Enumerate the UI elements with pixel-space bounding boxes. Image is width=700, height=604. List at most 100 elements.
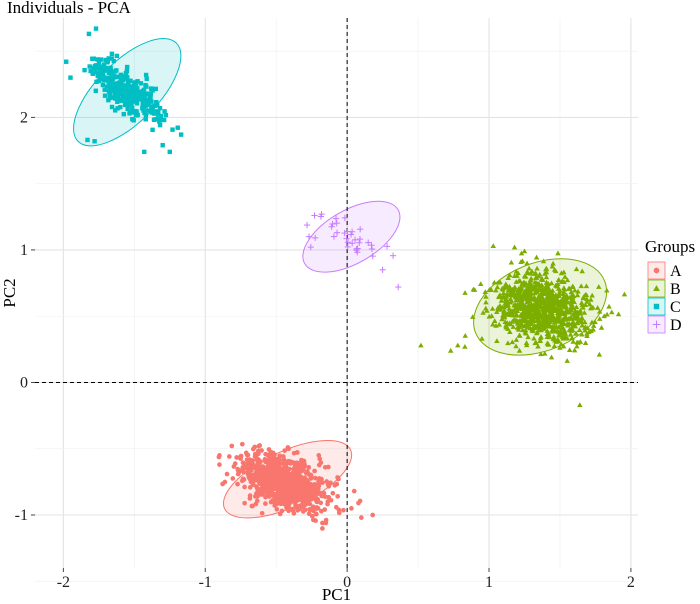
point-b — [495, 294, 502, 299]
point-c — [128, 85, 133, 90]
point-b — [527, 325, 534, 331]
point-a — [336, 510, 342, 516]
point-a — [230, 476, 236, 481]
point-c — [148, 91, 154, 96]
point-b — [487, 287, 493, 292]
point-b — [514, 308, 521, 314]
point-c — [107, 92, 112, 98]
point-c — [143, 112, 149, 118]
point-c — [102, 93, 108, 98]
point-b — [528, 275, 534, 281]
point-c — [108, 65, 113, 71]
point-a — [265, 484, 270, 490]
point-b — [570, 320, 577, 326]
point-b — [535, 286, 542, 292]
point-c — [144, 76, 149, 81]
point-b — [496, 321, 502, 327]
point-b — [534, 289, 540, 295]
point-b — [550, 260, 556, 266]
point-a — [305, 494, 310, 500]
point-b — [604, 287, 610, 293]
point-b — [536, 281, 542, 286]
point-b — [573, 330, 579, 336]
point-b — [505, 302, 511, 307]
point-d — [329, 220, 336, 228]
point-c — [108, 81, 114, 87]
point-b — [535, 282, 542, 288]
point-b — [561, 279, 567, 285]
point-b — [553, 295, 560, 301]
point-b — [455, 342, 461, 348]
point-b — [524, 270, 531, 276]
point-b — [545, 318, 552, 324]
point-b — [583, 292, 590, 298]
point-b — [548, 303, 555, 309]
point-c — [106, 75, 111, 80]
point-d — [333, 229, 341, 236]
point-b — [534, 329, 540, 335]
point-a — [328, 480, 333, 486]
point-b — [526, 308, 533, 314]
point-c — [107, 77, 113, 83]
point-b — [541, 321, 547, 327]
point-c — [94, 79, 99, 84]
point-a — [294, 490, 299, 495]
point-b — [527, 321, 533, 326]
point-b — [511, 308, 517, 313]
point-b — [544, 302, 551, 307]
point-b — [596, 308, 603, 314]
point-a — [306, 487, 311, 493]
point-b — [544, 340, 551, 346]
point-b — [598, 324, 605, 330]
point-a — [255, 489, 261, 495]
point-d — [389, 252, 397, 259]
point-b — [525, 323, 531, 329]
point-b — [518, 296, 524, 302]
point-b — [582, 325, 588, 330]
point-a — [266, 447, 272, 452]
series-a — [216, 441, 376, 531]
point-a — [287, 485, 293, 491]
point-a — [312, 493, 317, 498]
point-d — [332, 215, 340, 222]
point-a — [312, 475, 318, 481]
point-c — [143, 72, 149, 78]
point-a — [287, 466, 292, 472]
point-a — [276, 463, 281, 469]
point-a — [297, 463, 302, 469]
point-b — [549, 317, 555, 323]
point-b — [507, 296, 514, 301]
point-b — [540, 316, 546, 321]
point-c — [123, 72, 129, 77]
point-a — [259, 510, 265, 516]
point-b — [490, 321, 496, 327]
point-c — [103, 57, 109, 63]
point-b — [565, 316, 572, 321]
point-b — [532, 297, 538, 302]
point-b — [555, 277, 562, 283]
point-c — [105, 60, 110, 65]
point-d — [357, 226, 364, 233]
point-a — [316, 453, 322, 458]
y-tick-label: -1 — [15, 507, 28, 524]
point-d — [341, 229, 348, 237]
point-a — [270, 499, 275, 505]
point-c — [121, 83, 127, 88]
point-c — [86, 31, 92, 37]
point-b — [547, 323, 554, 329]
point-c — [119, 98, 125, 103]
point-b — [542, 271, 548, 276]
point-a — [300, 509, 306, 514]
point-a — [271, 470, 277, 476]
point-b — [512, 317, 518, 322]
point-c — [93, 88, 99, 94]
point-d — [395, 283, 402, 291]
point-d — [356, 239, 363, 246]
point-a — [312, 468, 317, 474]
point-b — [490, 243, 497, 248]
point-a — [308, 474, 314, 479]
point-b — [615, 311, 622, 317]
point-b — [606, 303, 612, 309]
point-b — [561, 328, 568, 334]
point-a — [320, 526, 325, 531]
